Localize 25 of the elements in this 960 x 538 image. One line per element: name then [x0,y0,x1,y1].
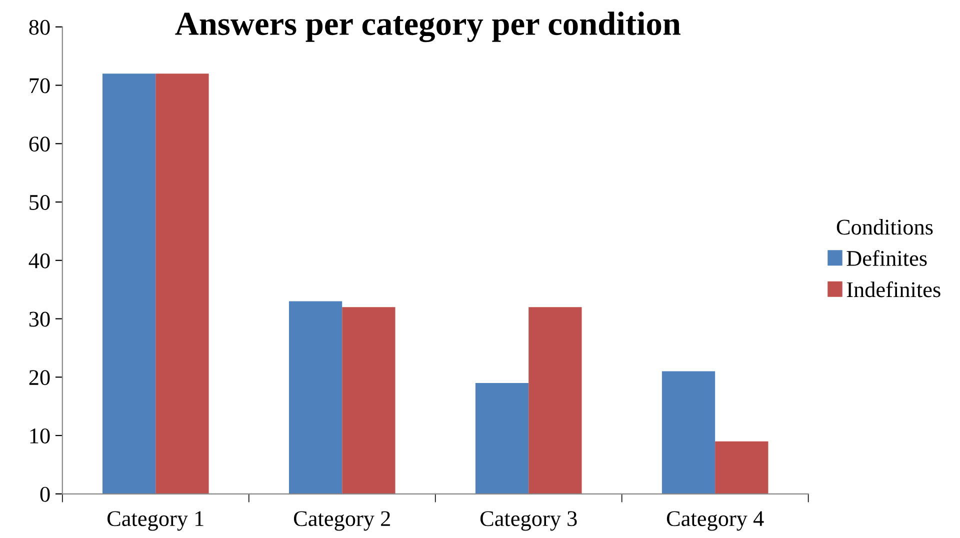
chart-title: Answers per category per condition [175,12,680,42]
bar [715,441,768,494]
bar [662,371,716,494]
bar [528,307,582,494]
y-tick-label: 30 [29,312,50,327]
x-tick-label: Category 1 [107,511,204,531]
y-tick-label: 80 [29,20,50,35]
y-tick-label: 10 [30,428,50,444]
legend-label: Indefinites [846,281,940,298]
y-tick-label: 60 [29,136,50,152]
bar [288,301,342,494]
x-tick-label: Category 3 [480,511,577,531]
y-tick-label: 70 [30,78,50,94]
y-tick-label: 40 [28,253,50,268]
y-tick-label: 20 [29,370,50,386]
legend-label: Definites [846,250,927,266]
bar [102,74,156,494]
y-tick-label: 50 [30,194,50,210]
bar [475,382,529,494]
legend-title: Conditions [836,219,933,235]
x-tick-label: Category 2 [294,511,390,531]
y-tick-label: 0 [40,486,50,502]
bar [342,307,396,494]
x-tick-label: Category 4 [666,511,764,531]
bar [156,74,209,494]
